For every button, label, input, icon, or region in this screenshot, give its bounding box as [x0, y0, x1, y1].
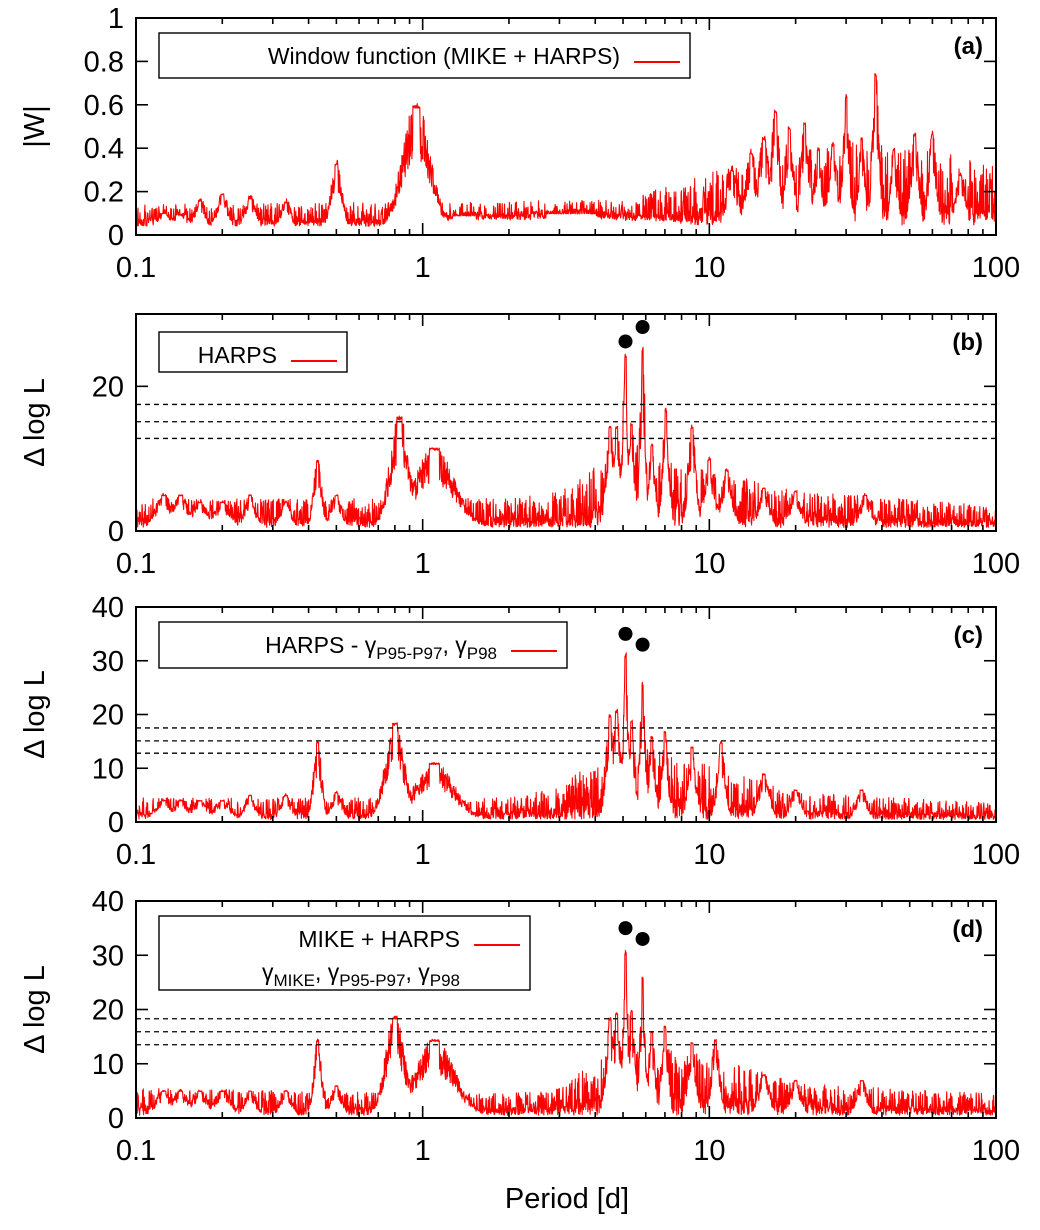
y-tick-label: 30	[92, 646, 124, 678]
legend-box	[158, 331, 348, 373]
legend-box	[158, 621, 568, 669]
plot-frame	[135, 313, 997, 532]
y-tick-label: 0	[108, 220, 124, 252]
y-tick-label: 1	[108, 3, 124, 35]
y-tick-label: 0	[108, 807, 124, 839]
y-tick-label: 40	[92, 886, 124, 918]
y-axis-title: Δ log L	[19, 965, 51, 1054]
y-tick-label: 40	[92, 592, 124, 624]
y-tick-label: 20	[92, 700, 124, 732]
x-tick-label: 0.1	[116, 839, 156, 871]
y-tick-label: 20	[92, 371, 124, 403]
legend: MIKE + HARPS γMIKE​, γP95-P97​, γP98​	[158, 915, 531, 991]
peak-marker-2	[635, 637, 650, 652]
x-tick-label: 0.1	[116, 1135, 156, 1167]
panel-d: 0.1 1 10 100 0 10 20 30 40 Δ log L (d) MIKE + HARPS…	[19, 886, 1020, 1167]
x-tick-label: 100	[972, 548, 1020, 580]
peak-marker-1	[618, 626, 633, 641]
panel-label: (b)	[952, 329, 983, 356]
y-axis-title: Δ log L	[19, 670, 51, 759]
panel-label: (a)	[954, 33, 983, 60]
legend-box	[158, 32, 691, 79]
y-tick-label: 30	[92, 940, 124, 972]
x-tick-label: 100	[972, 839, 1020, 871]
legend: Window function (MIKE + HARPS)	[158, 32, 691, 79]
x-axis-title: Period [d]	[505, 1183, 629, 1215]
legend: HARPS	[158, 331, 348, 373]
panel-a: 0.1 1 10 100 0 0.2 0.4 0.6 0.8 1 |W| (a) Window func…	[19, 3, 1020, 284]
x-tick-label: 100	[972, 252, 1020, 284]
x-tick-label: 10	[693, 548, 725, 580]
y-axis-title: |W|	[19, 105, 51, 147]
y-tick-label: 20	[92, 995, 124, 1027]
legend-box	[158, 915, 531, 991]
legend-entry: Window function (MIKE + HARPS)	[268, 43, 620, 69]
legend-entry: MIKE + HARPS	[298, 926, 460, 952]
x-tick-label: 10	[693, 839, 725, 871]
peak-marker-1	[618, 921, 633, 936]
peak-marker-2	[635, 320, 650, 335]
y-tick-label: 0.6	[84, 90, 124, 122]
y-tick-label: 0.2	[84, 177, 124, 209]
legend-entry: γMIKE​, γP95-P97​, γP98​	[262, 959, 460, 990]
panel-label: (c)	[954, 622, 983, 649]
x-tick-label: 100	[972, 1135, 1020, 1167]
series-line	[135, 346, 997, 528]
series-line	[135, 949, 997, 1116]
y-tick-label: 0.4	[84, 133, 124, 165]
y-tick-label: 0.8	[84, 46, 124, 78]
legend-entry: HARPS - γP95-P97​, γP98​	[265, 632, 497, 663]
panel-c: 0.1 1 10 100 0 10 20 30 40 Δ log L (c) HARPS - γP95…	[19, 592, 1020, 871]
x-tick-label: 0.1	[116, 252, 156, 284]
peak-marker-2	[635, 931, 650, 946]
x-tick-label: 1	[415, 1135, 431, 1167]
y-tick-label: 0	[108, 1103, 124, 1135]
plot-frame	[135, 17, 997, 236]
x-tick-label: 1	[415, 548, 431, 580]
series-line	[135, 652, 997, 820]
x-tick-label: 0.1	[116, 548, 156, 580]
peak-marker-1	[618, 334, 633, 349]
legend: HARPS - γP95-P97​, γP98​	[158, 621, 568, 669]
x-tick-label: 10	[693, 1135, 725, 1167]
panel-label: (d)	[952, 916, 983, 943]
legend-entry: HARPS	[198, 342, 277, 368]
y-tick-label: 0	[108, 516, 124, 548]
y-axis-title: Δ log L	[19, 378, 51, 467]
x-tick-label: 1	[415, 252, 431, 284]
x-tick-label: 10	[693, 252, 725, 284]
panel-b: 0.1 1 10 100 0 20 Δ log L (b) HARPS	[19, 313, 1020, 580]
series-line	[135, 73, 997, 227]
x-tick-label: 1	[415, 839, 431, 871]
y-tick-label: 10	[92, 1049, 124, 1081]
y-tick-label: 10	[92, 753, 124, 785]
